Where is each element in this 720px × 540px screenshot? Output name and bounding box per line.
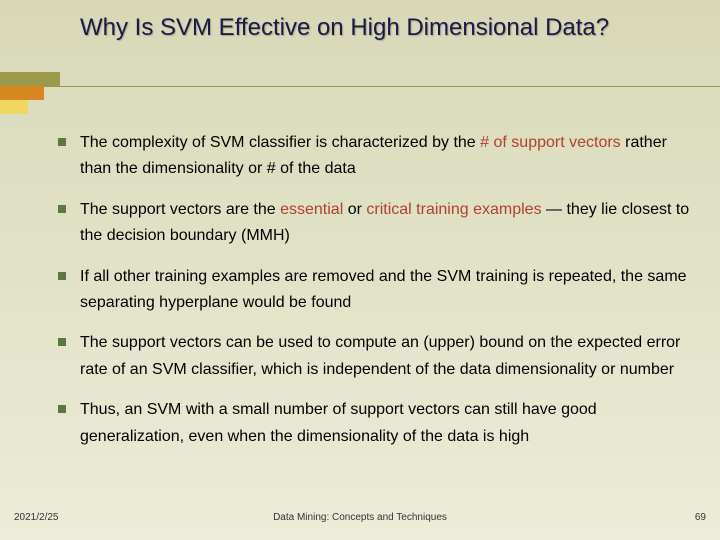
bullet-text: If all other training examples are remov…: [80, 268, 687, 311]
square-bullet-icon: [58, 205, 66, 213]
deco-bar-yellow: [0, 100, 28, 114]
bullet-text: Thus, an SVM with a small number of supp…: [80, 401, 597, 444]
square-bullet-icon: [58, 272, 66, 280]
slide: Why Is SVM Effective on High Dimensional…: [0, 0, 720, 540]
slide-title: Why Is SVM Effective on High Dimensional…: [80, 14, 700, 42]
bullet-item: The support vectors can be used to compu…: [58, 330, 690, 383]
highlight-text: # of support vectors: [480, 134, 621, 151]
footer-title: Data Mining: Concepts and Techniques: [0, 512, 720, 523]
deco-bar-olive: [0, 72, 60, 86]
highlight-text: critical training examples: [366, 201, 541, 218]
bullet-text: The complexity of SVM classifier is char…: [80, 134, 667, 177]
square-bullet-icon: [58, 138, 66, 146]
square-bullet-icon: [58, 338, 66, 346]
title-region: Why Is SVM Effective on High Dimensional…: [0, 0, 720, 70]
plain-text: or: [343, 201, 366, 218]
square-bullet-icon: [58, 405, 66, 413]
bullet-text: The support vectors can be used to compu…: [80, 334, 680, 377]
plain-text: If all other training examples are remov…: [80, 268, 687, 311]
plain-text: Thus, an SVM with a small number of supp…: [80, 401, 597, 444]
plain-text: The support vectors can be used to compu…: [80, 334, 680, 377]
plain-text: The support vectors are the: [80, 201, 280, 218]
deco-rule-line: [44, 86, 720, 87]
bullet-item: The complexity of SVM classifier is char…: [58, 130, 690, 183]
highlight-text: essential: [280, 201, 343, 218]
bullet-item: If all other training examples are remov…: [58, 264, 690, 317]
bullet-text: The support vectors are the essential or…: [80, 201, 689, 244]
footer-page-number: 69: [695, 512, 706, 523]
footer: 2021/2/25 Data Mining: Concepts and Tech…: [0, 512, 720, 530]
bullet-list: The complexity of SVM classifier is char…: [58, 130, 690, 464]
bullet-item: The support vectors are the essential or…: [58, 197, 690, 250]
deco-bar-orange: [0, 86, 44, 100]
bullet-item: Thus, an SVM with a small number of supp…: [58, 397, 690, 450]
plain-text: The complexity of SVM classifier is char…: [80, 134, 480, 151]
